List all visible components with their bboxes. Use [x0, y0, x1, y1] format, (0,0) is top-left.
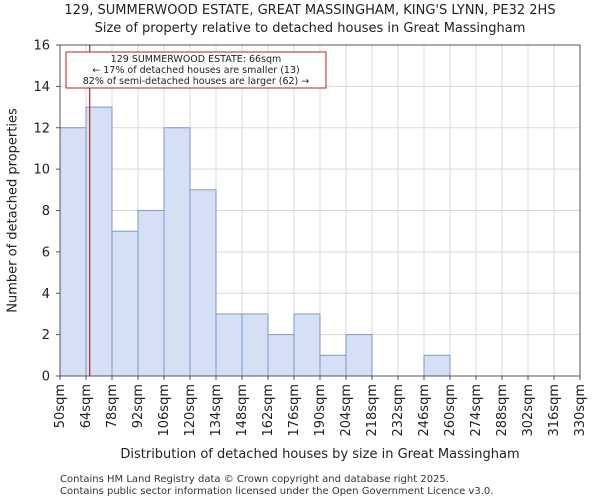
- y-tick-label-16: 16: [33, 39, 50, 54]
- y-tick-label-2: 2: [42, 328, 50, 343]
- annotation-line-1: 129 SUMMERWOOD ESTATE: 66sqm: [111, 54, 282, 65]
- bar-176-190: [293, 313, 321, 377]
- bar-246-260: [423, 354, 451, 377]
- y-tick-label-0: 0: [42, 370, 50, 385]
- bars: [59, 106, 451, 377]
- y-tick-label-12: 12: [33, 121, 50, 136]
- y-axis-label: Number of detached properties: [6, 108, 21, 313]
- x-tick-label-120: 120sqm: [183, 384, 198, 437]
- x-tick-label-148: 148sqm: [235, 384, 250, 437]
- bar-50-64: [59, 127, 87, 377]
- bar-204-218: [345, 334, 373, 377]
- plot-frame: [59, 44, 581, 377]
- footer-line2: Contains public sector information licen…: [60, 486, 493, 497]
- y-axis-ticks: 0 2 4 6 8 10 12 14 16: [33, 39, 60, 385]
- x-tick-label-162: 162sqm: [261, 384, 276, 437]
- x-tick-label-316: 316sqm: [547, 384, 562, 437]
- y-tick-label-8: 8: [42, 204, 50, 219]
- x-tick-label-218: 218sqm: [365, 384, 380, 437]
- bar-92-106: [137, 210, 165, 377]
- footer-line1: Contains HM Land Registry data © Crown c…: [60, 474, 449, 485]
- x-tick-label-302: 302sqm: [521, 384, 536, 437]
- x-tick-label-288: 288sqm: [495, 384, 510, 437]
- bar-190-204: [319, 354, 347, 377]
- bar-78-92: [111, 230, 139, 377]
- annotation-box: 129 SUMMERWOOD ESTATE: 66sqm← 17% of det…: [65, 51, 327, 89]
- bar-134-148: [215, 313, 243, 377]
- x-tick-label-50: 50sqm: [53, 384, 68, 428]
- x-tick-label-190: 190sqm: [313, 384, 328, 437]
- x-tick-label-204: 204sqm: [339, 384, 354, 437]
- annotation-line-2: ← 17% of detached houses are smaller (13…: [92, 65, 299, 76]
- x-tick-label-176: 176sqm: [287, 384, 302, 437]
- x-tick-label-92: 92sqm: [131, 384, 146, 428]
- x-tick-label-246: 246sqm: [417, 384, 432, 437]
- x-tick-label-330: 330sqm: [573, 384, 588, 437]
- x-tick-label-134: 134sqm: [209, 384, 224, 437]
- x-tick-label-274: 274sqm: [469, 384, 484, 437]
- x-tick-label-232: 232sqm: [391, 384, 406, 437]
- y-tick-label-10: 10: [33, 163, 50, 178]
- bar-148-162: [241, 313, 269, 377]
- chart-title-line2: Size of property relative to detached ho…: [95, 21, 526, 36]
- bar-106-120: [163, 127, 191, 377]
- annotation-frame: [65, 51, 327, 89]
- y-tick-label-4: 4: [42, 287, 50, 302]
- annotation-line-3: 82% of semi-detached houses are larger (…: [83, 76, 310, 87]
- x-tick-label-78: 78sqm: [105, 384, 120, 428]
- chart-title-line1: 129, SUMMERWOOD ESTATE, GREAT MASSINGHAM…: [64, 3, 555, 18]
- y-tick-label-14: 14: [33, 80, 50, 95]
- x-tick-label-64: 64sqm: [79, 384, 94, 428]
- x-tick-label-260: 260sqm: [443, 384, 458, 437]
- x-axis-label: Distribution of detached houses by size …: [120, 447, 519, 462]
- y-tick-label-6: 6: [42, 245, 50, 260]
- x-tick-label-106: 106sqm: [157, 384, 172, 437]
- bar-120-134: [189, 189, 217, 377]
- x-axis-ticks: 50sqm 64sqm 78sqm 92sqm 106sqm 120sqm 134sqm 14…: [53, 376, 588, 437]
- bar-162-176: [267, 334, 295, 377]
